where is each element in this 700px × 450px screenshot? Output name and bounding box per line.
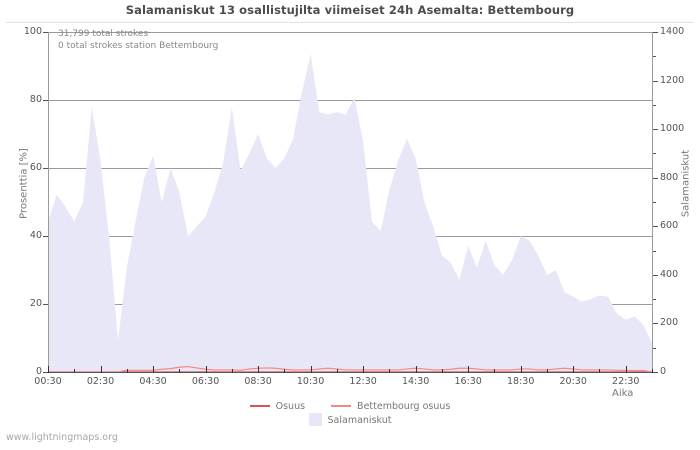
x-axis-tick-label: 10:30 bbox=[296, 376, 325, 387]
x-axis-tick-label: 14:30 bbox=[401, 376, 430, 387]
y-axis-right-tick-label: 800 bbox=[660, 171, 679, 183]
x-axis-tick-label: 12:30 bbox=[349, 376, 377, 387]
annotation-station-strokes: 0 total strokes station Bettembourg bbox=[58, 41, 219, 51]
y-axis-right-line bbox=[652, 32, 653, 373]
x-axis-minor-tick bbox=[546, 369, 548, 373]
x-axis-label: Aika bbox=[612, 388, 634, 399]
x-axis-tick-mark bbox=[153, 366, 155, 373]
legend-label: Salamaniskut bbox=[327, 415, 392, 426]
y-axis-right-minor-tick bbox=[653, 104, 656, 106]
y-axis-right-tick-mark bbox=[653, 274, 658, 276]
y-axis-right-tick-mark bbox=[653, 129, 658, 131]
chart-title: Salamaniskut 13 osallistujilta viimeiset… bbox=[125, 3, 575, 17]
legend-swatch-icon bbox=[308, 413, 322, 426]
x-axis-tick-mark bbox=[415, 366, 417, 373]
y-axis-right-tick-mark bbox=[653, 323, 658, 325]
legend-item[interactable]: Bettembourg osuus bbox=[331, 401, 450, 412]
legend-row-primary: Osuus Bettembourg osuus bbox=[0, 396, 700, 412]
legend-item[interactable]: Salamaniskut bbox=[308, 413, 392, 427]
x-axis-tick-mark bbox=[100, 366, 102, 373]
y-axis-left-tick-label: 40 bbox=[29, 230, 42, 241]
plot-svg bbox=[48, 32, 652, 372]
y-axis-left-tick-mark bbox=[43, 32, 48, 33]
x-axis-tick-mark bbox=[48, 366, 49, 373]
x-axis-minor-tick bbox=[284, 369, 286, 373]
y-axis-right-minor-tick bbox=[653, 347, 656, 349]
x-axis-tick-label: 02:30 bbox=[86, 376, 115, 387]
y-axis-left-tick-mark bbox=[43, 168, 48, 169]
x-axis-tick-label: 00:30 bbox=[34, 376, 62, 387]
y-axis-right-tick-mark bbox=[653, 372, 658, 373]
x-axis-tick-mark bbox=[573, 366, 575, 373]
plot-area bbox=[48, 32, 652, 372]
x-axis-tick-label: 20:30 bbox=[559, 376, 587, 387]
x-axis-minor-tick bbox=[494, 369, 496, 373]
y-axis-left-label: Prosenttia [%] bbox=[18, 148, 30, 219]
y-axis-right-tick-mark bbox=[653, 226, 658, 228]
x-axis-minor-tick bbox=[389, 369, 391, 373]
y-axis-right-label: Salamaniskut bbox=[680, 149, 692, 218]
y-axis-right-tick-label: 1000 bbox=[660, 123, 685, 135]
annotation-total-strokes: 31,799 total strokes bbox=[58, 29, 149, 39]
x-axis-tick-mark bbox=[258, 366, 260, 373]
y-axis-left-tick-label: 100 bbox=[23, 26, 42, 37]
x-axis-tick-label: 08:30 bbox=[244, 376, 272, 387]
legend-label: Bettembourg osuus bbox=[357, 401, 451, 412]
y-axis-left-tick-label: 80 bbox=[29, 94, 42, 105]
series-area-salamaniskut bbox=[48, 53, 652, 372]
series-line-bettembourg-osuus bbox=[48, 365, 652, 372]
x-axis-tick-mark bbox=[363, 366, 365, 373]
y-axis-left-line bbox=[48, 32, 49, 373]
y-axis-right-tick-label: 400 bbox=[660, 268, 679, 280]
x-axis-tick-mark bbox=[520, 366, 522, 373]
x-axis-minor-tick bbox=[126, 369, 128, 373]
y-axis-right-tick-mark bbox=[653, 177, 658, 179]
x-axis-tick-label: 22:30 bbox=[612, 376, 640, 387]
x-axis-minor-tick bbox=[336, 369, 338, 373]
x-axis-tick-mark bbox=[468, 366, 470, 373]
y-axis-left-tick-mark bbox=[43, 304, 48, 305]
footer-url: www.lightningmaps.org bbox=[6, 432, 118, 443]
y-axis-left-tick-label: 60 bbox=[29, 162, 42, 173]
legend-swatch-icon bbox=[331, 404, 352, 407]
x-axis-tick-mark bbox=[205, 366, 207, 373]
legend-row-secondary: Salamaniskut bbox=[0, 410, 700, 427]
x-axis-tick-mark bbox=[310, 366, 312, 373]
y-axis-right-tick-mark bbox=[653, 32, 658, 33]
y-axis-right-tick-label: 1400 bbox=[660, 26, 685, 37]
y-axis-right-tick-label: 600 bbox=[660, 220, 679, 232]
x-axis-minor-tick bbox=[231, 369, 233, 373]
x-axis-tick-label: 16:30 bbox=[454, 376, 482, 387]
y-axis-right-tick-mark bbox=[653, 80, 658, 82]
legend-swatch-icon bbox=[249, 404, 270, 407]
y-axis-right-tick-label: 0 bbox=[660, 366, 667, 377]
y-axis-left-tick-mark bbox=[43, 236, 48, 237]
y-axis-left-tick-label: 0 bbox=[35, 366, 42, 377]
legend-label: Osuus bbox=[275, 401, 306, 412]
x-axis-line bbox=[48, 372, 653, 373]
y-axis-right-tick-label: 200 bbox=[660, 317, 679, 329]
y-axis-right-minor-tick bbox=[653, 153, 656, 155]
y-axis-right-minor-tick bbox=[653, 250, 656, 252]
title-divider bbox=[6, 22, 694, 23]
x-axis-minor-tick bbox=[652, 369, 653, 373]
x-axis-tick-mark bbox=[625, 366, 627, 373]
y-axis-right-minor-tick bbox=[653, 202, 656, 203]
y-axis-right-minor-tick bbox=[653, 299, 656, 301]
x-axis-minor-tick bbox=[441, 369, 443, 373]
x-axis-tick-label: 18:30 bbox=[506, 376, 535, 387]
x-axis-minor-tick bbox=[74, 369, 76, 373]
x-axis-tick-label: 04:30 bbox=[139, 376, 167, 387]
x-axis-minor-tick bbox=[599, 369, 601, 373]
x-axis-tick-label: 06:30 bbox=[191, 376, 220, 387]
x-axis-minor-tick bbox=[179, 369, 181, 373]
y-axis-left-tick-label: 20 bbox=[29, 298, 42, 309]
y-axis-left-tick-mark bbox=[43, 100, 48, 101]
y-axis-right-tick-label: 1200 bbox=[660, 74, 685, 86]
y-axis-right-minor-tick bbox=[653, 56, 656, 58]
legend-item[interactable]: Osuus bbox=[249, 401, 306, 412]
y-axis-left-tick-mark bbox=[43, 372, 48, 373]
